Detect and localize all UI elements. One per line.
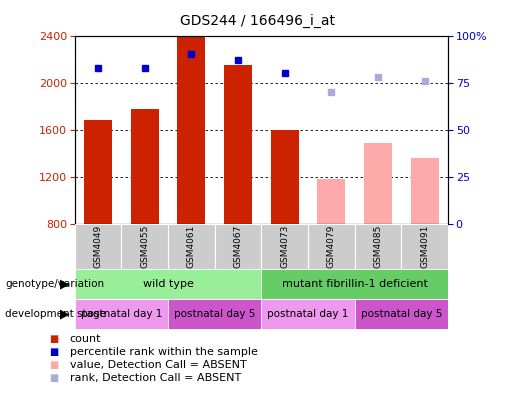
- Bar: [355, 224, 401, 269]
- Text: GSM4085: GSM4085: [373, 225, 383, 268]
- Bar: [411, 158, 439, 224]
- Bar: [168, 299, 261, 329]
- Bar: [317, 179, 346, 224]
- Bar: [75, 224, 122, 269]
- Text: ■: ■: [49, 333, 59, 344]
- Bar: [364, 143, 392, 224]
- Bar: [84, 120, 112, 224]
- Text: GSM4067: GSM4067: [233, 225, 243, 268]
- Bar: [401, 224, 448, 269]
- Text: ■: ■: [49, 360, 59, 370]
- Bar: [131, 109, 159, 224]
- Text: GSM4073: GSM4073: [280, 225, 289, 268]
- Bar: [271, 129, 299, 224]
- Text: postnatal day 5: postnatal day 5: [174, 309, 255, 319]
- Text: ■: ■: [49, 373, 59, 383]
- Bar: [75, 269, 261, 299]
- Bar: [122, 224, 168, 269]
- Text: GSM4091: GSM4091: [420, 225, 429, 268]
- Text: development stage: development stage: [5, 309, 106, 319]
- Bar: [308, 224, 355, 269]
- Text: wild type: wild type: [143, 279, 194, 289]
- Text: rank, Detection Call = ABSENT: rank, Detection Call = ABSENT: [70, 373, 241, 383]
- Bar: [168, 224, 215, 269]
- Text: percentile rank within the sample: percentile rank within the sample: [70, 346, 258, 357]
- Bar: [215, 224, 261, 269]
- Text: postnatal day 5: postnatal day 5: [360, 309, 442, 319]
- Text: GDS244 / 166496_i_at: GDS244 / 166496_i_at: [180, 14, 335, 28]
- Text: GSM4049: GSM4049: [94, 225, 102, 268]
- Text: ■: ■: [49, 346, 59, 357]
- Bar: [261, 299, 355, 329]
- Text: mutant fibrillin-1 deficient: mutant fibrillin-1 deficient: [282, 279, 427, 289]
- Text: genotype/variation: genotype/variation: [5, 279, 104, 289]
- Text: value, Detection Call = ABSENT: value, Detection Call = ABSENT: [70, 360, 246, 370]
- Text: GSM4079: GSM4079: [327, 225, 336, 268]
- Bar: [177, 36, 205, 224]
- Text: ▶: ▶: [60, 278, 70, 291]
- Bar: [224, 65, 252, 224]
- Bar: [75, 299, 168, 329]
- Bar: [355, 299, 448, 329]
- Text: ▶: ▶: [60, 307, 70, 320]
- Bar: [261, 269, 448, 299]
- Bar: [261, 224, 308, 269]
- Text: postnatal day 1: postnatal day 1: [267, 309, 349, 319]
- Text: count: count: [70, 333, 101, 344]
- Text: postnatal day 1: postnatal day 1: [81, 309, 162, 319]
- Text: GSM4055: GSM4055: [140, 225, 149, 268]
- Text: GSM4061: GSM4061: [187, 225, 196, 268]
